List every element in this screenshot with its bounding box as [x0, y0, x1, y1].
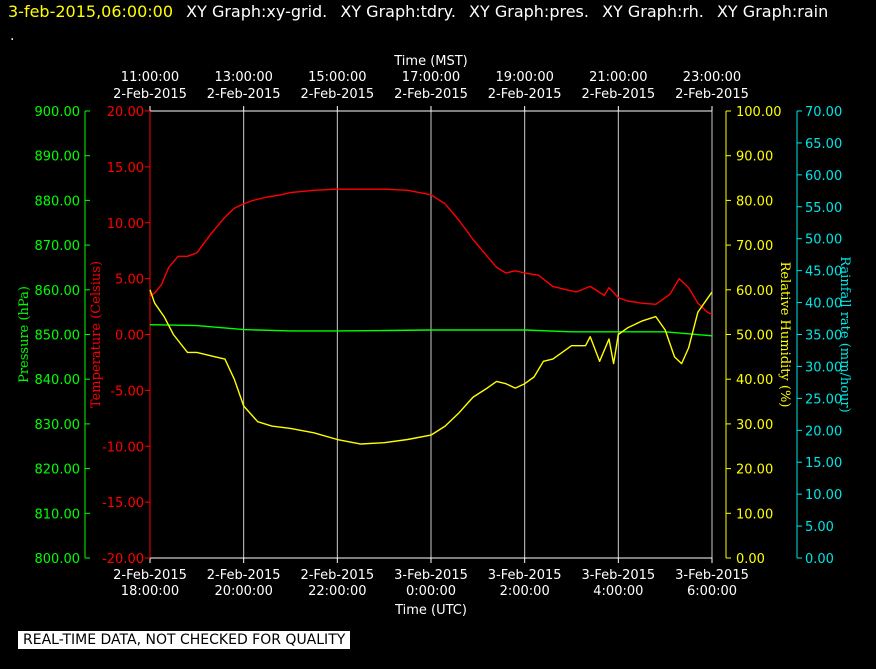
bottom-tick-time: 6:00:00	[687, 584, 737, 599]
bottom-tick-date: 3-Feb-2015	[581, 568, 655, 583]
bottom-tick-time: 4:00:00	[593, 584, 643, 599]
rainfall-tick-label: 65.00	[805, 137, 842, 152]
temperature-tick-label: -20.00	[102, 552, 144, 567]
rainfall-tick-label: 15.00	[805, 456, 842, 471]
pressure-tick-label: 890.00	[35, 150, 81, 165]
header-dot: .	[10, 28, 15, 44]
rainfall-tick-label: 25.00	[805, 392, 842, 407]
header-graph-title: XY Graph:xy-grid.	[186, 2, 328, 21]
rainfall-tick-label: 70.00	[805, 105, 842, 120]
humidity-tick-label: 100.00	[736, 105, 782, 120]
humidity-tick-label: 40.00	[736, 373, 773, 388]
header-timestamp: 3-feb-2015,06:00:00	[8, 2, 174, 21]
humidity-tick-label: 90.00	[736, 150, 773, 165]
header-graph-title: XY Graph:rh.	[602, 2, 704, 21]
bottom-tick-date: 3-Feb-2015	[394, 568, 468, 583]
temperature-tick-label: 0.00	[115, 329, 144, 344]
top-tick-time: 13:00:00	[214, 70, 272, 85]
bottom-tick-time: 0:00:00	[406, 584, 456, 599]
chart-header: 3-feb-2015,06:00:00 XY Graph:xy-grid. XY…	[8, 2, 828, 21]
rainfall-tick-label: 5.00	[805, 520, 834, 535]
rainfall-tick-label: 55.00	[805, 201, 842, 216]
rainfall-tick-label: 10.00	[805, 488, 842, 503]
rainfall-tick-label: 30.00	[805, 360, 842, 375]
quality-disclaimer: REAL-TIME DATA, NOT CHECKED FOR QUALITY	[18, 631, 351, 649]
top-tick-time: 19:00:00	[495, 70, 553, 85]
top-tick-time: 21:00:00	[589, 70, 647, 85]
pressure-axis-label: Pressure (hPa)	[17, 286, 32, 383]
pressure-tick-label: 880.00	[35, 194, 81, 209]
temperature-tick-label: 5.00	[115, 273, 144, 288]
humidity-tick-label: 30.00	[736, 418, 773, 433]
rainfall-tick-label: 45.00	[805, 265, 842, 280]
humidity-tick-label: 70.00	[736, 239, 773, 254]
humidity-tick-label: 20.00	[736, 463, 773, 478]
top-tick-time: 11:00:00	[121, 70, 179, 85]
humidity-series-line	[149, 289, 713, 445]
top-tick-date: 2-Feb-2015	[207, 87, 281, 102]
top-tick-date: 2-Feb-2015	[581, 87, 655, 102]
rainfall-tick-label: 60.00	[805, 169, 842, 184]
top-tick-date: 2-Feb-2015	[675, 87, 749, 102]
bottom-tick-time: 20:00:00	[214, 584, 272, 599]
pressure-tick-label: 900.00	[35, 105, 81, 120]
top-tick-date: 2-Feb-2015	[488, 87, 562, 102]
pressure-tick-label: 810.00	[35, 507, 81, 522]
pressure-series-line	[149, 324, 713, 337]
bottom-tick-date: 3-Feb-2015	[675, 568, 749, 583]
top-tick-time: 17:00:00	[402, 70, 460, 85]
temperature-tick-label: -5.00	[110, 384, 144, 399]
bottom-tick-time: 18:00:00	[121, 584, 179, 599]
bottom-tick-date: 2-Feb-2015	[300, 568, 374, 583]
humidity-tick-label: 60.00	[736, 284, 773, 299]
bottom-tick-time: 2:00:00	[500, 584, 550, 599]
pressure-tick-label: 800.00	[35, 552, 81, 567]
pressure-tick-label: 860.00	[35, 284, 81, 299]
bottom-axis-title: Time (UTC)	[394, 603, 467, 618]
rainfall-tick-label: 20.00	[805, 424, 842, 439]
bottom-tick-date: 3-Feb-2015	[488, 568, 562, 583]
temperature-tick-label: 10.00	[107, 217, 144, 232]
rainfall-tick-label: 0.00	[805, 552, 834, 567]
rainfall-axis-label: Rainfall rate (mm/hour)	[837, 256, 852, 412]
top-tick-time: 23:00:00	[683, 70, 741, 85]
humidity-tick-label: 80.00	[736, 194, 773, 209]
humidity-tick-label: 0.00	[736, 552, 765, 567]
top-tick-date: 2-Feb-2015	[300, 87, 374, 102]
humidity-tick-label: 50.00	[736, 329, 773, 344]
pressure-tick-label: 870.00	[35, 239, 81, 254]
header-graph-title: XY Graph:tdry.	[340, 2, 456, 21]
pressure-tick-label: 840.00	[35, 373, 81, 388]
pressure-tick-label: 830.00	[35, 418, 81, 433]
top-axis-title: Time (MST)	[393, 54, 468, 69]
rainfall-tick-label: 40.00	[805, 297, 842, 312]
header-graph-title: XY Graph:rain	[716, 2, 829, 21]
temperature-tick-label: -15.00	[102, 496, 144, 511]
temperature-tick-label: 20.00	[107, 105, 144, 120]
temperature-axis-label: Temperature (Celsius)	[89, 261, 104, 408]
rainfall-tick-label: 35.00	[805, 329, 842, 344]
bottom-tick-time: 22:00:00	[308, 584, 366, 599]
pressure-tick-label: 820.00	[35, 463, 81, 478]
top-tick-time: 15:00:00	[308, 70, 366, 85]
humidity-axis-label: Relative Humidity (%)	[777, 262, 792, 408]
bottom-tick-date: 2-Feb-2015	[113, 568, 187, 583]
top-tick-date: 2-Feb-2015	[113, 87, 187, 102]
bottom-tick-date: 2-Feb-2015	[207, 568, 281, 583]
pressure-tick-label: 850.00	[35, 329, 81, 344]
temperature-tick-label: -10.00	[102, 440, 144, 455]
temperature-tick-label: 15.00	[107, 161, 144, 176]
rainfall-tick-label: 50.00	[805, 233, 842, 248]
temperature-series-line	[149, 188, 713, 316]
header-graph-title: XY Graph:pres.	[469, 2, 589, 21]
top-tick-date: 2-Feb-2015	[394, 87, 468, 102]
humidity-tick-label: 10.00	[736, 507, 773, 522]
